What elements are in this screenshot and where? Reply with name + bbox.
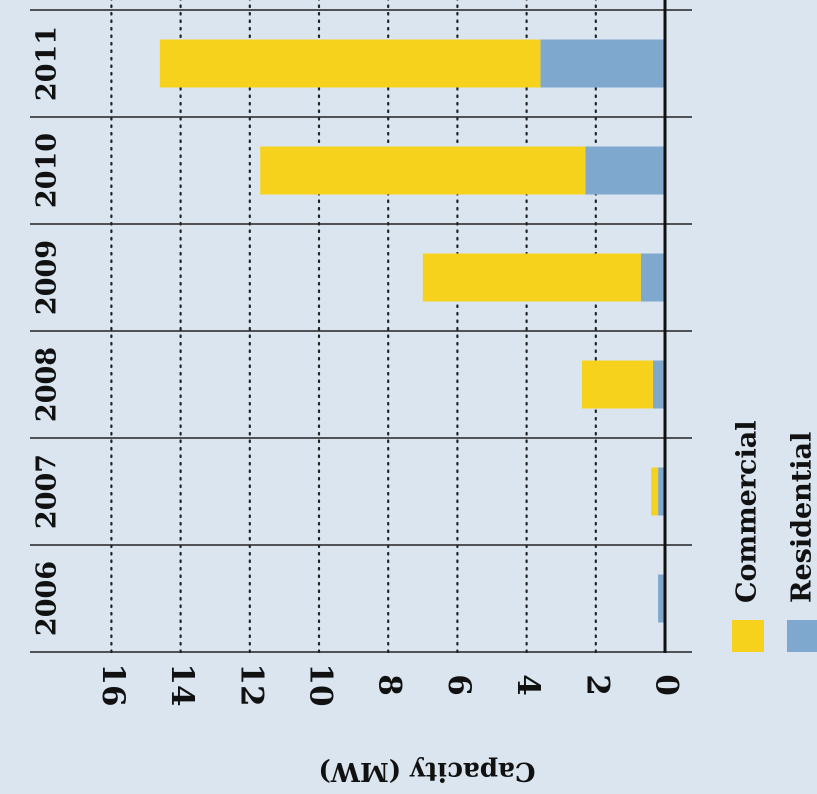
category-label: 2010 [32, 133, 63, 208]
value-tick-label: 4 [510, 674, 546, 696]
value-tick-label: 2 [579, 674, 615, 696]
bar-commercial-2011 [159, 39, 541, 88]
legend-swatch-commercial [732, 620, 764, 652]
value-tick-label: 12 [233, 663, 269, 706]
bar-residential-2010 [585, 146, 665, 195]
value-tick-label: 6 [441, 674, 477, 696]
category-label: 2008 [32, 347, 63, 422]
value-tick-label: 14 [164, 663, 200, 706]
bar-residential-2007 [658, 467, 665, 516]
bar-commercial-2008 [581, 360, 653, 409]
value-tick-label: 8 [372, 674, 408, 696]
category-label: 2009 [32, 240, 63, 315]
bar-commercial-2007 [651, 467, 659, 516]
value-axis-title: Capacity (MW) [318, 756, 535, 786]
bar-residential-2008 [652, 360, 665, 409]
bar-commercial-2009 [422, 253, 641, 302]
category-label: 2011 [32, 26, 63, 101]
bar-residential-2006 [658, 574, 665, 623]
legend-label-commercial: Commercial [732, 421, 763, 604]
category-label: 2007 [32, 454, 63, 529]
category-label: 2006 [32, 561, 63, 636]
value-tick-label: 10 [303, 663, 339, 706]
bar-commercial-2010 [260, 146, 586, 195]
bar-residential-2009 [640, 253, 665, 302]
legend-label-residential: Residential [787, 432, 817, 603]
bar-residential-2011 [540, 39, 665, 88]
legend-swatch-residential [787, 620, 817, 652]
value-tick-label: 16 [95, 663, 131, 706]
value-tick-label: 0 [649, 674, 685, 696]
